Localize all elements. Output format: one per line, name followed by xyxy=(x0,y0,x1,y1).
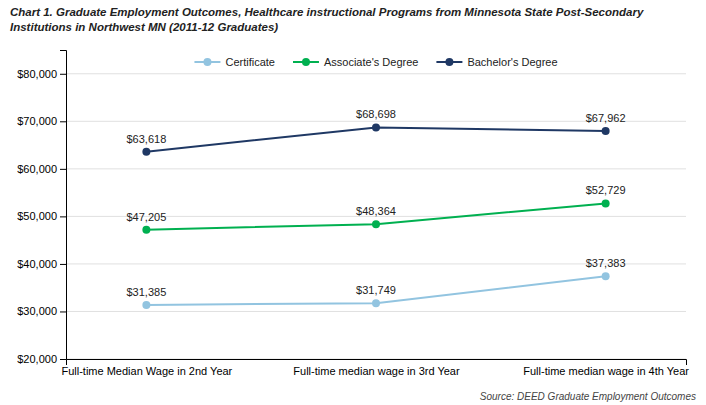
plot: $20,000 $30,000 $40,000 $50,000 $60,000 $70,0… xyxy=(17,51,689,377)
y-tick-label: $70,000 xyxy=(17,115,57,127)
grid-line xyxy=(66,168,686,169)
y-axis: $20,000 $30,000 $40,000 $50,000 $60,000 $70,0… xyxy=(17,51,66,366)
y-tick: $60,000 xyxy=(17,163,66,175)
legend-item: Certificate xyxy=(194,56,275,68)
data-label: $63,618 xyxy=(126,133,166,145)
data-label: $37,383 xyxy=(586,257,626,269)
data-label: $31,749 xyxy=(356,284,396,296)
data-label: $48,364 xyxy=(356,205,396,217)
series-line xyxy=(146,203,605,229)
y-tick-label: $20,000 xyxy=(17,353,57,365)
point xyxy=(372,123,380,131)
x-tick: Full-time Median Wage in 2nd Year xyxy=(61,365,232,377)
legend-marker xyxy=(203,58,211,66)
legend-marker xyxy=(445,58,453,66)
data-label: $31,385 xyxy=(126,286,166,298)
legend-marker xyxy=(302,58,310,66)
y-tick-label: $40,000 xyxy=(17,258,57,270)
y-tick-mark xyxy=(60,216,66,217)
data-labels: $31,385 $31,749 $37,383 $47,205 $48,364 $52,7… xyxy=(126,108,625,297)
y-tick-mark xyxy=(60,169,66,170)
y-tick-label: $60,000 xyxy=(17,163,57,175)
legend-label: Certificate xyxy=(225,56,275,68)
y-tick-mark xyxy=(60,359,66,360)
x-tick-label: Full-time median wage in 3rd Year xyxy=(293,365,460,377)
data-label: $68,698 xyxy=(356,108,396,120)
y-tick-label: $80,000 xyxy=(17,68,57,80)
y-tick: $30,000 xyxy=(17,305,66,317)
legend-item: Bachelor's Degree xyxy=(436,56,557,68)
grid-line xyxy=(66,73,686,74)
point xyxy=(602,272,610,280)
source: Source: DEED Graduate Employment Outcome… xyxy=(480,391,696,402)
point xyxy=(142,226,150,234)
point xyxy=(142,301,150,309)
point xyxy=(142,148,150,156)
grid-line xyxy=(66,311,686,312)
point xyxy=(602,199,610,207)
x-tick-label: Full-time Median Wage in 2nd Year xyxy=(61,365,232,377)
y-tick-label: $50,000 xyxy=(17,210,57,222)
data-label: $67,962 xyxy=(586,112,626,124)
y-axis-line xyxy=(60,51,67,360)
data-label: $47,205 xyxy=(126,211,166,223)
point xyxy=(602,127,610,135)
marks xyxy=(142,123,609,308)
point xyxy=(372,220,380,228)
x-tick: Full-time median wage in 3rd Year xyxy=(293,365,460,377)
y-tick-label: $30,000 xyxy=(17,305,57,317)
y-tick-mark xyxy=(60,311,66,312)
y-tick: $80,000 xyxy=(17,68,66,80)
legend-label: Associate's Degree xyxy=(324,56,418,68)
legend: Certificate Associate's Degree Bachelor's … xyxy=(194,56,557,68)
x-tick-label: Full-time median wage in 4th Year xyxy=(523,365,689,377)
y-tick-mark xyxy=(60,264,66,265)
legend-item: Associate's Degree xyxy=(293,56,418,68)
title: Chart 1. Graduate Employment Outcomes, H… xyxy=(10,6,644,18)
y-tick: $70,000 xyxy=(17,115,66,127)
legend-label: Bachelor's Degree xyxy=(467,56,557,68)
y-tick: $20,000 xyxy=(17,353,66,365)
data-label: $52,729 xyxy=(586,184,626,196)
point xyxy=(372,299,380,307)
y-tick-mark xyxy=(60,121,66,122)
x-tick: Full-time median wage in 4th Year xyxy=(523,365,689,377)
y-tick: $40,000 xyxy=(17,258,66,270)
x-axis: Full-time Median Wage in 2nd Year Full-ti… xyxy=(61,360,689,377)
y-tick-mark xyxy=(60,74,66,75)
title: Institutions in Northwest MN (2011-12 Gr… xyxy=(10,21,278,33)
chart: Chart 1. Graduate Employment Outcomes, H… xyxy=(0,0,706,405)
grid xyxy=(66,74,686,359)
y-tick: $50,000 xyxy=(17,210,66,222)
